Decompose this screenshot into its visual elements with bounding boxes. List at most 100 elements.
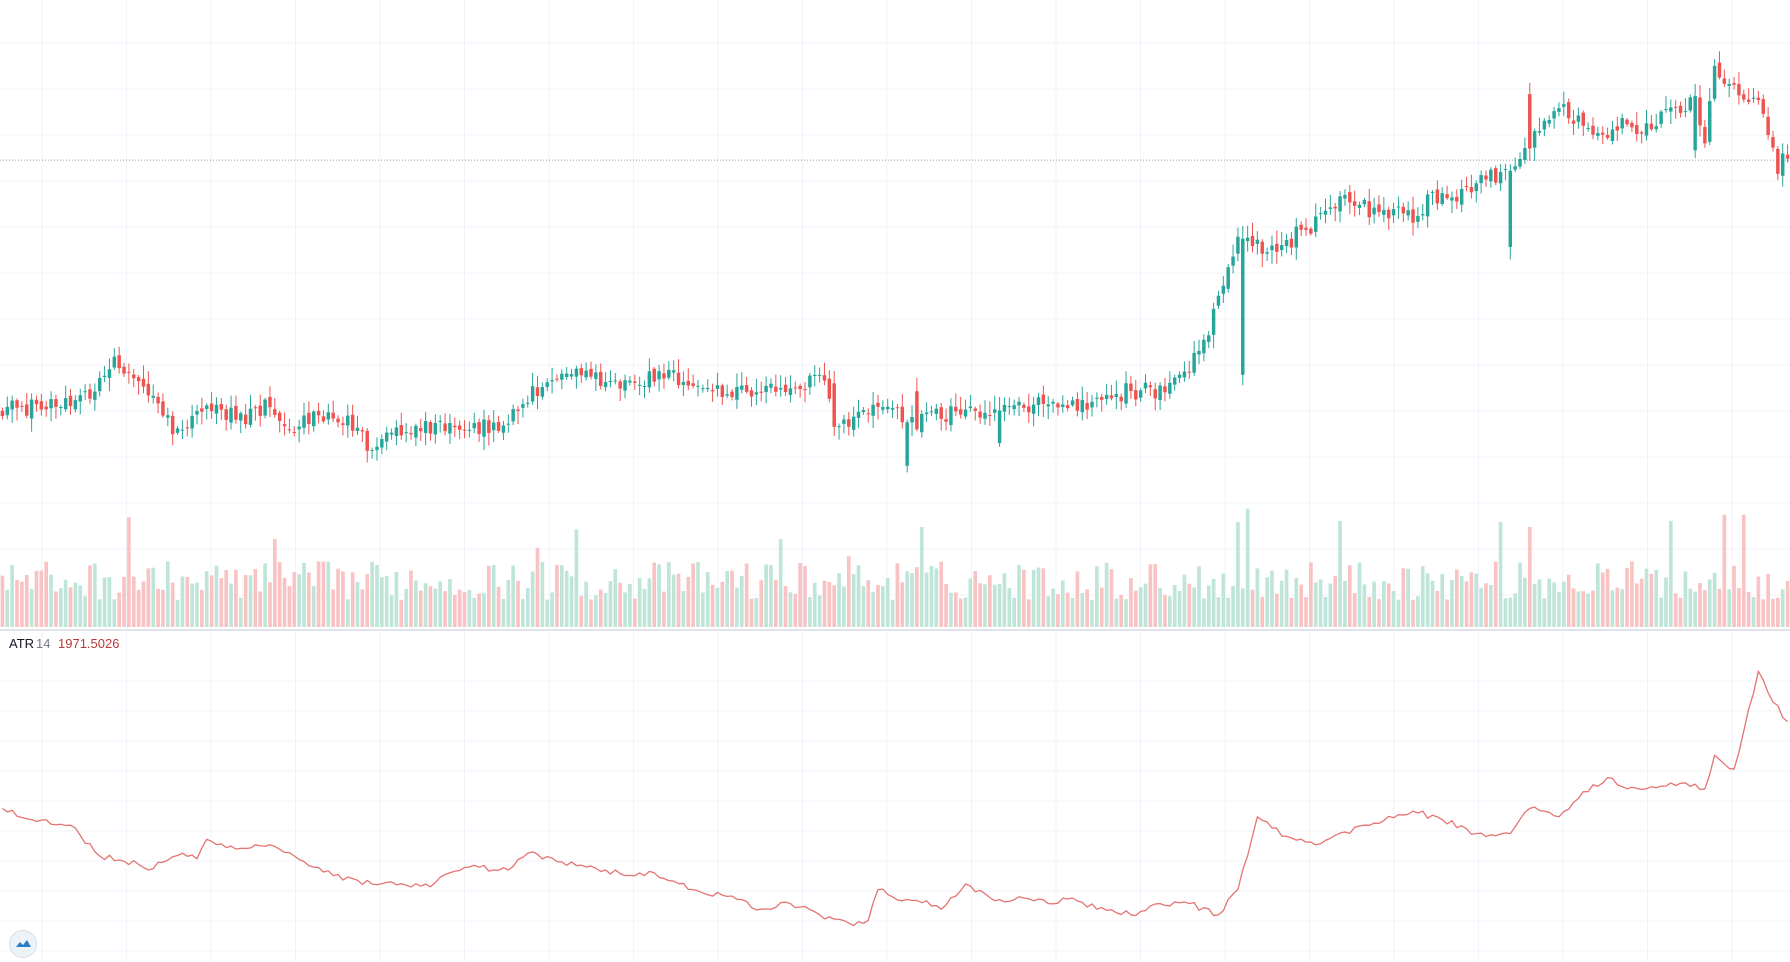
candle-body	[798, 385, 802, 390]
candle-body	[448, 423, 452, 434]
volume-bar	[1182, 574, 1187, 627]
candle-body	[555, 378, 559, 380]
candle-body	[423, 420, 428, 433]
candle-body	[1129, 383, 1133, 391]
volume-bar	[1430, 580, 1435, 627]
volume-bar	[380, 577, 384, 627]
candle-body	[63, 398, 68, 410]
volume-bar	[355, 581, 360, 627]
candle-body	[895, 407, 900, 409]
volume-bar	[326, 561, 331, 627]
volume-bar	[248, 575, 253, 627]
volume-bar	[1484, 583, 1488, 627]
atr-legend[interactable]: ATR 14 1971.5026	[9, 636, 119, 651]
volume-bar	[657, 564, 661, 627]
volume-bar	[1236, 522, 1240, 627]
candle-body	[1605, 134, 1610, 138]
volume-bar	[1294, 578, 1299, 627]
volume-bar	[1022, 569, 1026, 627]
volume-bar	[958, 598, 963, 627]
volume-bar	[1698, 583, 1702, 627]
candle-body	[910, 417, 914, 423]
volume-bar	[1766, 573, 1770, 627]
volume-bar	[1425, 573, 1430, 627]
volume-bar	[399, 599, 404, 627]
volume-bar	[521, 599, 525, 627]
candle-body	[1207, 335, 1211, 342]
volume-bar	[282, 577, 287, 627]
candle-body	[968, 406, 973, 409]
volume-bar	[345, 599, 350, 627]
candle-body	[1727, 84, 1731, 86]
volume-bar	[1678, 597, 1683, 627]
volume-bar	[1041, 568, 1046, 627]
candle-body	[871, 404, 875, 416]
candle-body	[209, 403, 214, 412]
candle-body	[384, 432, 389, 442]
volume-bar	[608, 581, 613, 627]
volume-bar	[1328, 583, 1333, 627]
volume-bar	[1289, 597, 1294, 627]
candle-body	[1182, 371, 1187, 378]
candle-body	[725, 394, 729, 396]
candle-body	[1284, 240, 1289, 247]
volume-bar	[598, 589, 603, 627]
volume-bar	[1255, 568, 1260, 627]
candle-body	[1566, 102, 1571, 119]
candle-body	[307, 412, 311, 425]
candle-body	[273, 409, 277, 415]
volume-bar	[1416, 596, 1420, 627]
candle-body	[1630, 122, 1634, 128]
candle-body	[1119, 396, 1123, 402]
candle-body	[1401, 206, 1406, 214]
volume-bar	[214, 565, 219, 627]
volume-bar	[448, 578, 452, 627]
volume-bar	[1586, 593, 1590, 627]
volume-bar	[1639, 578, 1644, 627]
candle-body	[740, 385, 744, 390]
candle-body	[1099, 396, 1104, 400]
candle-body	[1766, 116, 1770, 136]
candle-body	[161, 401, 165, 416]
volume-bar	[530, 571, 535, 627]
candlestick-series[interactable]	[0, 51, 1790, 473]
candle-body	[958, 409, 963, 415]
candle-body	[706, 387, 710, 390]
volume-bar	[1240, 588, 1245, 627]
candle-body	[185, 427, 189, 429]
candle-body	[370, 449, 374, 451]
candle-body	[851, 416, 856, 430]
candle-body	[949, 406, 953, 425]
candle-body	[671, 370, 676, 373]
volume-bar	[1493, 561, 1498, 627]
volume-bar	[1785, 580, 1790, 627]
tradingview-logo-icon[interactable]	[9, 930, 37, 958]
candle-body	[97, 378, 102, 392]
candle-body	[190, 415, 194, 429]
candle-body	[973, 408, 977, 411]
candle-body	[287, 429, 292, 431]
candle-body	[243, 414, 248, 425]
candle-body	[885, 406, 890, 410]
volume-bar	[350, 572, 355, 627]
candle-body	[944, 419, 948, 422]
candle-body	[1255, 239, 1260, 244]
candle-body	[1737, 84, 1741, 96]
candle-body	[516, 409, 520, 411]
candle-body	[1275, 243, 1279, 252]
volume-bar	[457, 589, 462, 627]
volume-bar	[482, 592, 486, 627]
volume-bar	[808, 597, 812, 627]
volume-bar	[1776, 597, 1780, 627]
volume-bar	[1761, 599, 1766, 627]
candle-body	[1382, 209, 1386, 215]
candle-body	[1591, 125, 1595, 135]
candle-body	[1421, 214, 1425, 216]
volume-bar	[725, 570, 730, 627]
volume-bar	[944, 584, 948, 627]
atr-indicator-pane[interactable]	[2, 670, 1788, 927]
volume-bar	[803, 565, 807, 627]
volume-bar	[1420, 566, 1425, 627]
